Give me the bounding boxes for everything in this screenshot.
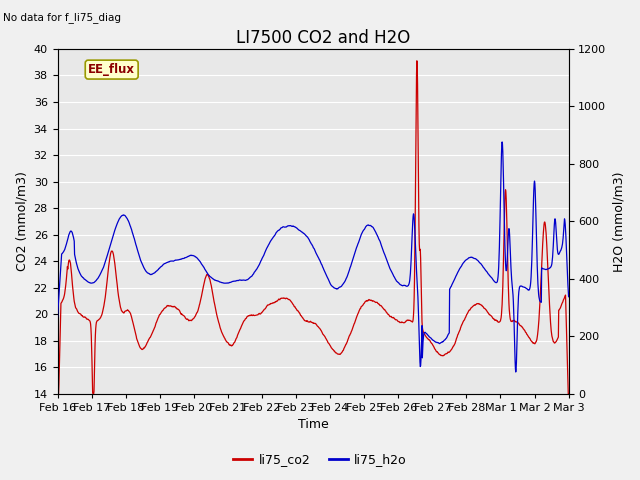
X-axis label: Time: Time bbox=[298, 419, 328, 432]
Text: No data for f_li75_diag: No data for f_li75_diag bbox=[3, 12, 121, 23]
Y-axis label: CO2 (mmol/m3): CO2 (mmol/m3) bbox=[15, 171, 28, 271]
Y-axis label: H2O (mmol/m3): H2O (mmol/m3) bbox=[612, 171, 625, 272]
Legend: li75_co2, li75_h2o: li75_co2, li75_h2o bbox=[228, 448, 412, 471]
Text: EE_flux: EE_flux bbox=[88, 63, 135, 76]
Title: LI7500 CO2 and H2O: LI7500 CO2 and H2O bbox=[236, 29, 410, 48]
